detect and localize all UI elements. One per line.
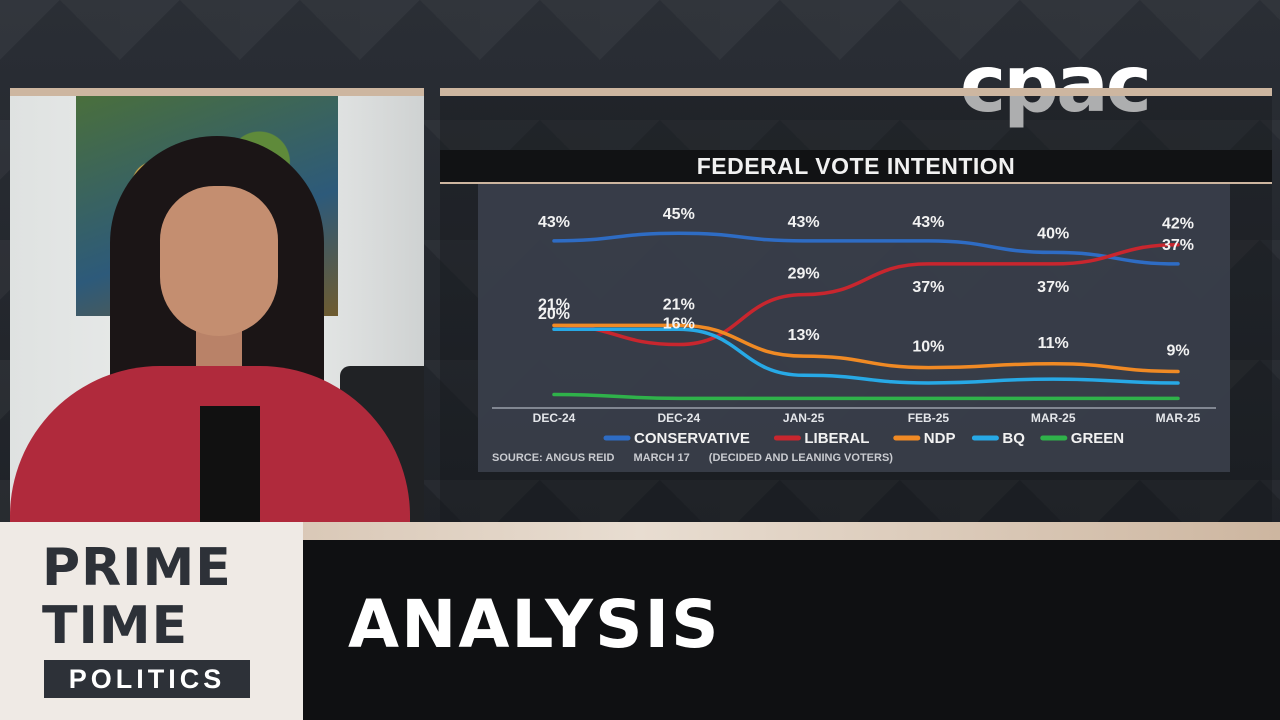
presenter-face <box>160 186 278 336</box>
data-label-conservative: 43% <box>912 214 944 231</box>
data-label-conservative: 40% <box>1037 225 1069 242</box>
data-label-conservative: 43% <box>538 214 570 231</box>
data-label-ndp: 9% <box>1166 342 1189 359</box>
data-label-bq: 20% <box>538 306 570 323</box>
series-line-green <box>552 392 1180 401</box>
data-label-liberal: 37% <box>1037 279 1069 296</box>
data-label-ndp: 21% <box>663 296 695 313</box>
series-line-conservative <box>552 231 1180 266</box>
data-label-conservative: 43% <box>788 214 820 231</box>
x-tick-label: MAR-25 <box>1031 411 1076 425</box>
lower-third-accent <box>0 522 1280 540</box>
data-label-liberal: 42% <box>1162 216 1194 233</box>
series-line-liberal <box>552 242 1180 347</box>
segment-title: ANALYSIS <box>348 586 721 663</box>
chart-title: FEDERAL VOTE INTENTION <box>696 153 1016 179</box>
legend-label: CONSERVATIVE <box>634 430 750 447</box>
program-name-line3: POLITICS <box>44 660 250 698</box>
legend-item-liberal: LIBERAL <box>773 430 869 447</box>
x-tick-label: MAR-25 <box>1156 411 1201 425</box>
data-label-ndp: 21% <box>538 296 570 313</box>
legend-label: BQ <box>1002 430 1025 447</box>
legend-item-bq: BQ <box>971 430 1025 447</box>
x-tick-label: DEC-24 <box>657 411 700 425</box>
data-label-conservative: 45% <box>663 206 695 223</box>
series-line-bq <box>552 327 1180 385</box>
legend-label: LIBERAL <box>804 430 869 447</box>
legend-item-green: GREEN <box>1040 430 1124 447</box>
x-tick-label: FEB-25 <box>908 411 950 425</box>
data-label-conservative: 37% <box>1162 237 1194 254</box>
data-label-ndp: 13% <box>788 327 820 344</box>
presenter-top <box>200 406 260 530</box>
program-name-line1: PRIME <box>42 538 232 598</box>
x-tick-label: JAN-25 <box>783 411 825 425</box>
chart-source: SOURCE: ANGUS REID MARCH 17 (DECIDED AND… <box>492 452 909 464</box>
legend-label: NDP <box>924 430 956 447</box>
data-label-liberal: 29% <box>788 266 820 283</box>
program-name-line2: TIME <box>42 596 189 656</box>
data-label-liberal: 16% <box>663 316 695 333</box>
x-tick-label: DEC-24 <box>533 411 576 425</box>
data-label-liberal: 37% <box>912 279 944 296</box>
legend-item-conservative: CONSERVATIVE <box>603 430 750 447</box>
chart-header-bar <box>440 150 1272 184</box>
data-label-ndp: 11% <box>1038 335 1069 352</box>
source-label: SOURCE: ANGUS REID <box>492 452 615 464</box>
series-line-ndp <box>552 323 1180 374</box>
source-date: MARCH 17 <box>633 452 690 464</box>
legend-item-ndp: NDP <box>893 430 956 447</box>
source-note: (DECIDED AND LEANING VOTERS) <box>708 452 893 464</box>
cpac-logo: cpac <box>960 40 1152 130</box>
vote-intention-chart: DEC-24 DEC-24 JAN-25 FEB-25 MAR-25 MAR-25 43% 4… <box>478 184 1230 472</box>
data-label-ndp: 10% <box>912 339 944 356</box>
presenter-video <box>10 88 424 530</box>
legend-label: GREEN <box>1071 430 1124 447</box>
